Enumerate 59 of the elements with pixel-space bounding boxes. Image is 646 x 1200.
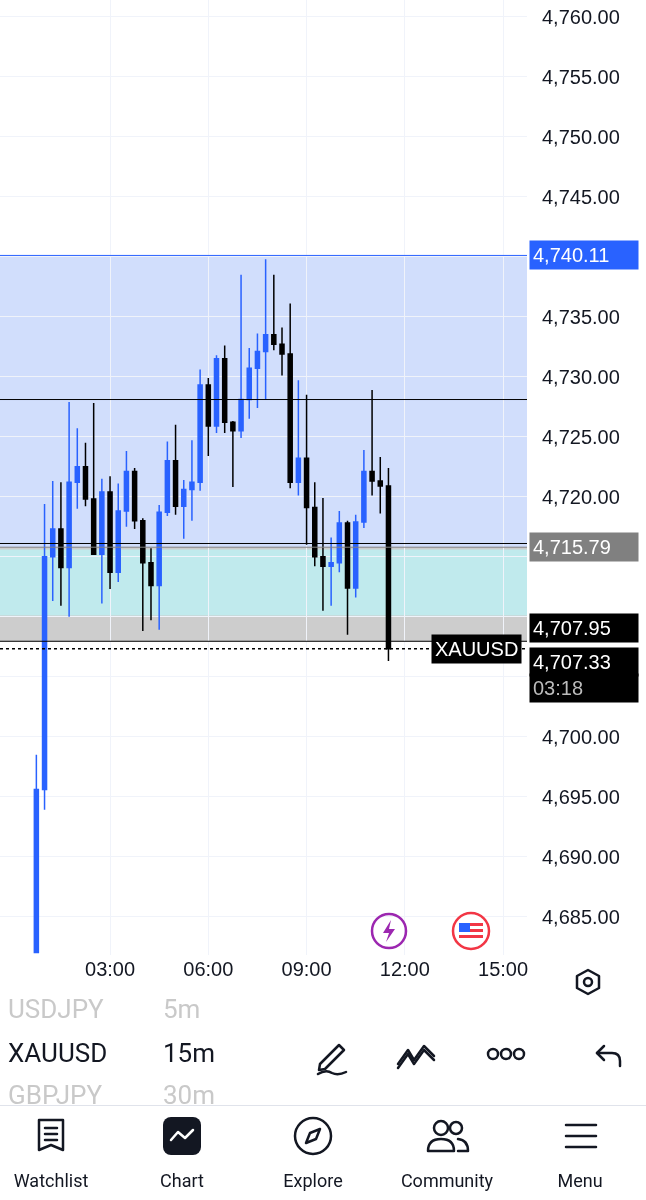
y-tick-label: 4,700.00 xyxy=(542,725,620,748)
candlestick xyxy=(197,368,203,492)
x-tick-label: 06:00 xyxy=(183,958,234,980)
text: 15m xyxy=(163,1038,216,1068)
candlestick xyxy=(254,332,261,409)
candlestick xyxy=(172,423,179,516)
candlestick xyxy=(33,753,40,954)
candlestick xyxy=(361,449,367,529)
candlestick xyxy=(99,477,105,605)
candlestick xyxy=(123,450,130,528)
candlestick xyxy=(295,379,302,497)
candlestick xyxy=(230,420,236,488)
y-tick-label: 4,750.00 xyxy=(542,125,620,148)
x-tick-label: 03:00 xyxy=(85,958,136,980)
candlestick xyxy=(131,467,138,530)
candlestick xyxy=(377,456,384,515)
ref-line-label: 4,707.33 xyxy=(533,651,611,673)
x-tick-label: 15:00 xyxy=(478,958,529,980)
y-tick-label: 4,720.00 xyxy=(542,485,620,508)
candlestick xyxy=(213,354,220,434)
y-tick-label: 4,760.00 xyxy=(542,5,620,28)
candlestick xyxy=(328,536,334,607)
ref-line-label: 4,740.11 xyxy=(533,244,610,266)
x-tick-label: 12:00 xyxy=(379,958,430,980)
candlestick xyxy=(74,427,81,510)
candlestick xyxy=(246,347,253,420)
y-tick-label: 4,695.00 xyxy=(542,785,620,808)
text: 03:18 xyxy=(533,677,584,699)
candlestick xyxy=(49,480,56,602)
text: Explore xyxy=(283,1170,343,1191)
candlestick xyxy=(156,504,162,631)
candlestick xyxy=(148,547,154,622)
candlestick xyxy=(189,439,195,522)
text: Community xyxy=(400,1170,494,1191)
candlestick xyxy=(279,326,285,377)
y-tick-label: 4,685.00 xyxy=(542,905,620,928)
candlestick xyxy=(180,479,187,540)
candlestick xyxy=(82,441,89,508)
candlestick xyxy=(271,273,277,352)
candlestick xyxy=(115,482,121,583)
ref-line-label: 4,715.79 xyxy=(533,536,611,558)
y-tick-label: 4,725.00 xyxy=(542,425,620,448)
x-tick-label: 09:00 xyxy=(281,958,332,980)
ref-line-label: 4,707.95 xyxy=(533,617,611,639)
candlestick xyxy=(41,503,48,811)
y-tick-label: 4,745.00 xyxy=(542,185,620,208)
y-tick-label: 4,735.00 xyxy=(542,305,620,328)
text: Watchlist xyxy=(13,1170,89,1191)
candlestick xyxy=(262,258,269,401)
annotation: XAUUSD xyxy=(435,638,519,660)
text: Chart xyxy=(160,1170,204,1191)
candlestick xyxy=(66,401,72,618)
candlestick xyxy=(238,273,244,439)
y-tick-label: 4,730.00 xyxy=(542,365,620,388)
y-tick-label: 4,690.00 xyxy=(542,845,620,868)
text: Menu xyxy=(557,1170,603,1191)
text: XAUUSD xyxy=(8,1038,108,1068)
y-tick-label: 4,755.00 xyxy=(542,65,620,88)
candlestick xyxy=(164,440,171,517)
